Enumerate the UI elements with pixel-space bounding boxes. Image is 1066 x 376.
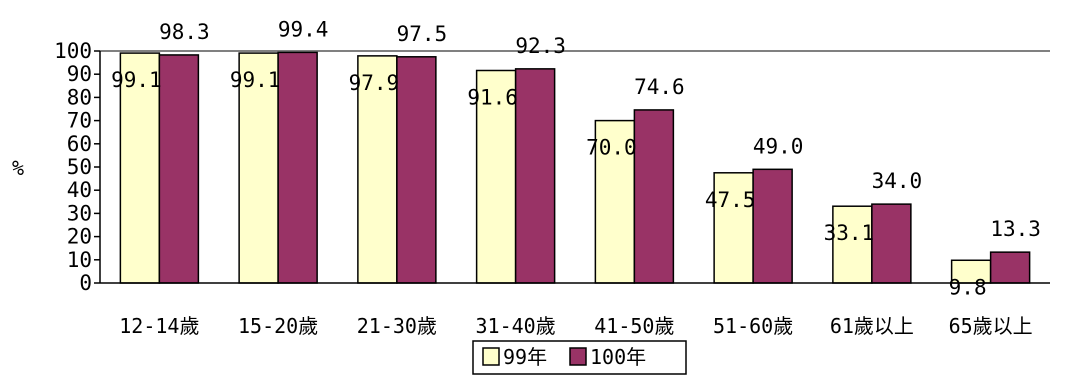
x-category-label: 21-30歲 [357,314,437,338]
bar-99-1 [238,52,279,284]
data-label-100-7: 13.3 [990,217,1041,241]
x-category-label: 15-20歲 [238,314,318,338]
legend-swatch-100 [569,347,587,366]
y-tick-label: 70 [67,109,92,133]
data-label-100-5: 49.0 [753,134,804,158]
x-category-label: 65歲以上 [949,314,1033,338]
bar-100-3 [514,68,556,284]
y-tick-label: 90 [67,62,92,86]
data-label-99-0: 99.1 [111,68,162,92]
data-label-99-5: 47.5 [705,188,756,212]
data-label-100-2: 97.5 [397,22,448,46]
y-tick-label: 100 [54,39,92,63]
y-tick-label: 50 [67,155,92,179]
data-label-99-4: 70.0 [586,136,637,160]
bar-100-2 [396,56,437,284]
data-label-99-7: 9.8 [949,275,987,299]
y-axis-label: % [12,156,24,180]
x-category-label: 31-40歲 [476,314,556,338]
data-label-100-6: 34.0 [872,169,923,193]
x-category-label: 41-50歲 [594,314,674,338]
bar-100-0 [158,54,200,284]
x-category-label: 12-14歲 [119,314,199,338]
bar-100-1 [277,51,318,284]
data-label-99-2: 97.9 [349,71,400,95]
y-tick-label: 30 [67,201,92,225]
y-tick-label: 60 [67,132,92,156]
y-tick-label: 0 [79,271,92,295]
legend-swatch-99 [482,347,500,366]
y-tick-label: 80 [67,85,92,109]
data-label-100-4: 74.6 [634,75,685,99]
data-label-100-3: 92.3 [515,34,566,58]
data-label-99-1: 99.1 [230,68,281,92]
y-tick-label: 10 [67,248,92,272]
bar-100-6 [871,203,912,284]
bar-100-5 [752,168,793,284]
bar-100-7 [989,251,1031,284]
y-tick-label: 40 [67,178,92,202]
data-label-99-3: 91.6 [467,85,518,109]
legend-label-100: 100年 [590,345,646,369]
data-label-100-0: 98.3 [159,20,210,44]
x-category-label: 61歲以上 [830,314,914,338]
bar-100-4 [633,109,675,284]
data-label-100-1: 99.4 [278,17,329,41]
legend-frame [472,340,687,375]
y-tick-label: 20 [67,225,92,249]
x-category-label: 51-60歲 [713,314,793,338]
legend: 99年 100年 [472,340,687,375]
legend-label-99: 99年 [503,345,547,369]
data-label-99-6: 33.1 [824,221,875,245]
